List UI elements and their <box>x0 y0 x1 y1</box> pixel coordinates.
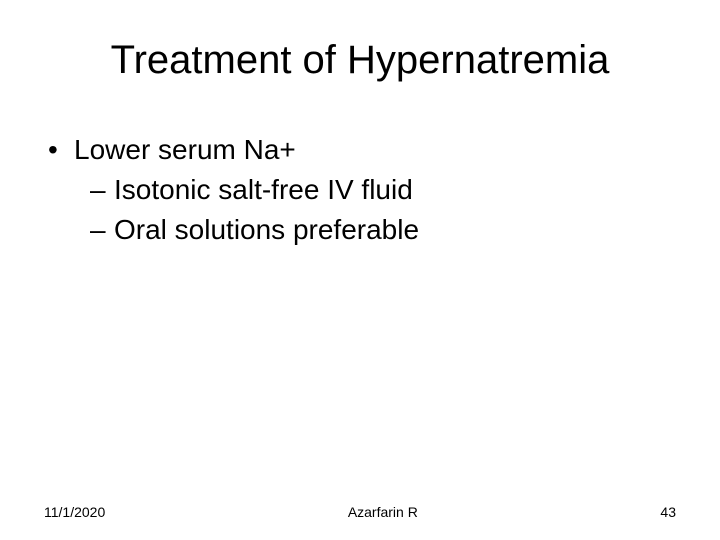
footer-page-number: 43 <box>660 504 676 520</box>
slide-footer: 11/1/2020 Azarfarin R 43 <box>0 504 720 520</box>
bullet-level-1: • Lower serum Na+ <box>46 131 680 169</box>
bullet-text: Isotonic salt-free IV fluid <box>114 171 413 209</box>
footer-date: 11/1/2020 <box>44 504 105 520</box>
footer-author: Azarfarin R <box>105 504 660 520</box>
slide: Treatment of Hypernatremia • Lower serum… <box>0 0 720 540</box>
slide-title: Treatment of Hypernatremia <box>40 38 680 83</box>
bullet-level-2: – Isotonic salt-free IV fluid <box>46 171 680 209</box>
dash-marker-icon: – <box>90 211 114 249</box>
bullet-level-2: – Oral solutions preferable <box>46 211 680 249</box>
slide-body: • Lower serum Na+ – Isotonic salt-free I… <box>40 131 680 248</box>
bullet-marker-icon: • <box>46 131 74 169</box>
bullet-text: Oral solutions preferable <box>114 211 419 249</box>
dash-marker-icon: – <box>90 171 114 209</box>
bullet-text: Lower serum Na+ <box>74 131 296 169</box>
